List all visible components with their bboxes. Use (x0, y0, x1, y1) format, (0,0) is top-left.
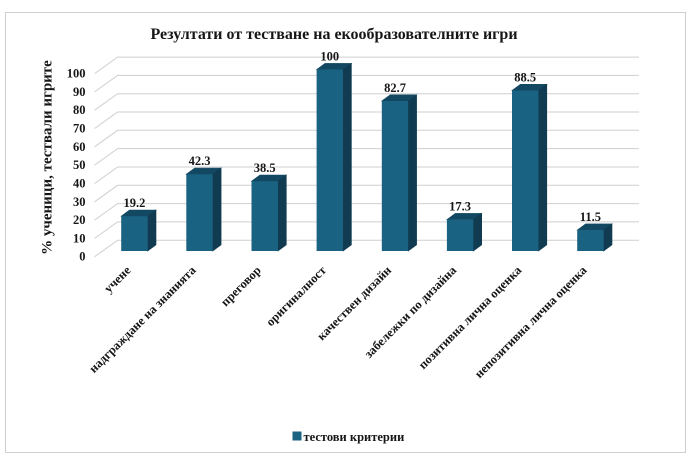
svg-text:20: 20 (73, 213, 86, 227)
svg-text:88.5: 88.5 (514, 70, 536, 84)
svg-text:% ученици, тествали игрите: % ученици, тествали игрите (40, 60, 56, 255)
svg-text:100: 100 (67, 67, 86, 81)
svg-text:70: 70 (73, 122, 86, 136)
svg-text:82.7: 82.7 (384, 81, 406, 95)
svg-text:тестови критерии: тестови критерии (304, 430, 405, 444)
svg-text:30: 30 (73, 195, 86, 209)
svg-text:19.2: 19.2 (123, 196, 145, 210)
svg-text:40: 40 (73, 177, 86, 191)
svg-text:17.3: 17.3 (449, 199, 471, 213)
svg-text:Резултати от тестване на екооб: Резултати от тестване на екообразователн… (150, 26, 517, 43)
svg-text:50: 50 (73, 158, 86, 172)
svg-text:90: 90 (73, 85, 86, 99)
svg-text:42.3: 42.3 (189, 154, 211, 168)
svg-text:0: 0 (79, 250, 85, 264)
svg-text:38.5: 38.5 (254, 161, 276, 175)
svg-text:11.5: 11.5 (580, 210, 601, 224)
svg-text:80: 80 (73, 103, 86, 117)
svg-text:10: 10 (73, 231, 86, 245)
svg-text:100: 100 (320, 49, 339, 63)
svg-text:60: 60 (73, 140, 86, 154)
